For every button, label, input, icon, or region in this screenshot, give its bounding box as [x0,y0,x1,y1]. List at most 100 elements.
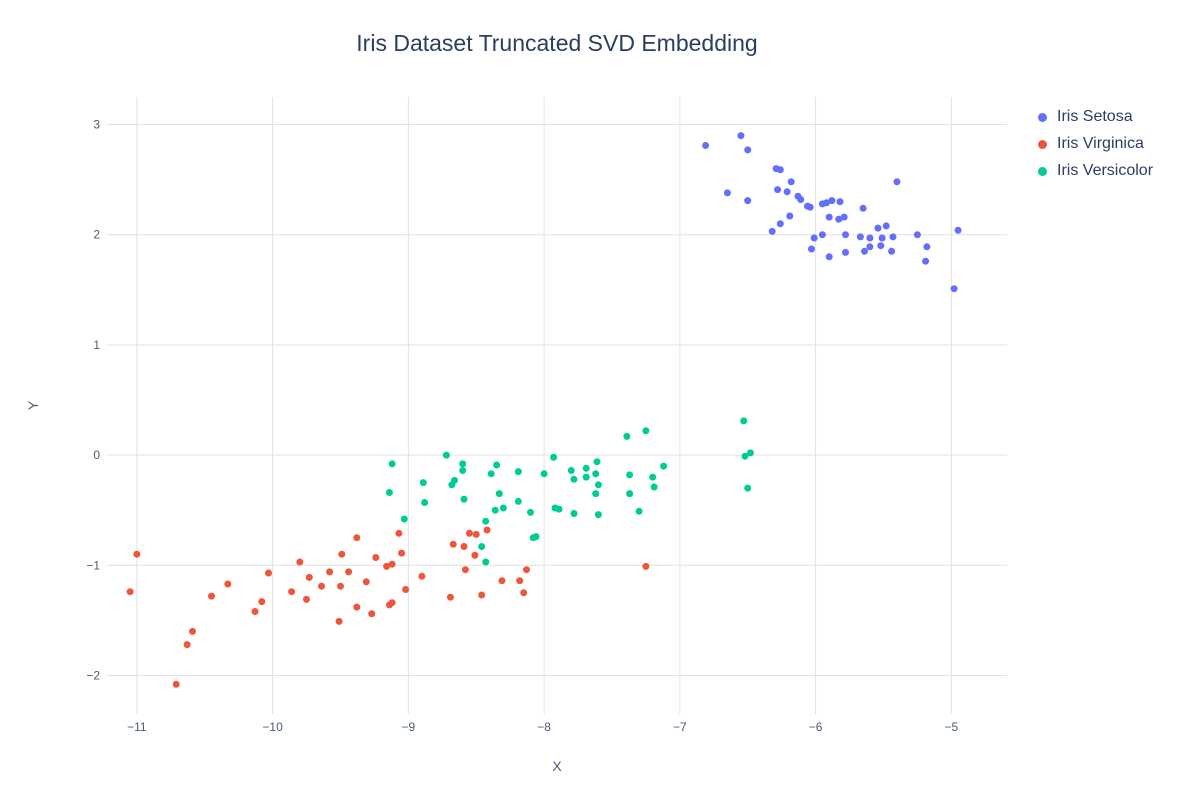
data-point[interactable] [418,572,426,580]
data-point[interactable] [451,476,458,484]
data-point[interactable] [353,534,361,542]
data-point[interactable] [786,212,794,220]
data-point[interactable] [398,549,406,557]
data-point[interactable] [825,213,833,221]
data-point[interactable] [388,560,396,568]
data-point[interactable] [835,215,843,223]
data-point[interactable] [335,617,343,625]
data-point[interactable] [635,507,643,515]
data-point[interactable] [487,470,495,478]
data-point[interactable] [856,233,864,241]
data-point[interactable] [776,166,784,174]
data-point[interactable] [499,504,507,512]
data-point[interactable] [520,589,528,597]
data-point[interactable] [338,550,346,558]
data-point[interactable] [514,497,522,505]
data-point[interactable] [471,551,479,559]
data-point[interactable] [594,481,602,489]
data-point[interactable] [183,641,191,649]
data-point[interactable] [642,427,650,435]
data-point[interactable] [555,505,563,513]
data-point[interactable] [567,467,575,474]
data-point[interactable] [472,530,480,538]
data-point[interactable] [516,577,524,585]
data-point[interactable] [491,506,499,514]
data-point[interactable] [421,499,429,506]
data-point[interactable] [523,566,530,574]
data-point[interactable] [133,550,141,558]
data-point[interactable] [861,247,868,255]
data-point[interactable] [740,417,748,425]
data-point[interactable] [251,608,259,615]
data-point[interactable] [859,204,867,212]
data-point[interactable] [318,582,325,590]
data-point[interactable] [419,479,427,487]
data-point[interactable] [840,213,848,221]
data-point[interactable] [461,566,469,574]
data-point[interactable] [776,220,784,228]
data-point[interactable] [889,233,897,241]
data-point[interactable] [877,242,885,250]
data-point[interactable] [950,285,958,293]
data-point[interactable] [570,475,578,483]
data-point[interactable] [866,234,874,242]
data-point[interactable] [774,186,782,194]
data-point[interactable] [626,471,634,479]
data-point[interactable] [825,253,833,261]
data-point[interactable] [478,543,486,550]
data-point[interactable] [746,449,754,457]
data-point[interactable] [353,603,361,611]
data-point[interactable] [642,562,650,570]
data-point[interactable] [483,526,491,534]
data-point[interactable] [493,461,501,469]
plot-area[interactable] [107,97,1007,714]
data-point[interactable] [514,468,522,476]
data-point[interactable] [529,534,537,542]
data-point[interactable] [818,231,826,239]
data-point[interactable] [842,231,849,239]
data-point[interactable] [189,627,196,635]
data-point[interactable] [400,515,408,523]
data-point[interactable] [345,568,353,576]
data-point[interactable] [623,432,631,440]
data-point[interactable] [806,203,814,211]
data-point[interactable] [288,588,296,596]
data-point[interactable] [388,460,396,468]
data-point[interactable] [593,458,601,466]
data-point[interactable] [923,243,931,251]
data-point[interactable] [592,470,600,478]
data-point[interactable] [446,593,454,601]
data-point[interactable] [383,562,391,570]
data-point[interactable] [913,231,921,239]
data-point[interactable] [337,582,344,590]
data-point[interactable] [866,243,874,251]
data-point[interactable] [459,460,467,468]
data-point[interactable] [582,464,590,472]
data-point[interactable] [828,197,836,205]
data-point[interactable] [744,197,752,205]
data-point[interactable] [741,452,749,460]
data-point[interactable] [495,490,503,498]
data-point[interactable] [482,558,490,566]
legend-item-iris-versicolor[interactable]: Iris Versicolor [1032,160,1153,182]
data-point[interactable] [592,490,600,498]
data-point[interactable] [172,680,180,688]
data-point[interactable] [224,580,232,588]
data-point[interactable] [442,451,450,459]
data-point[interactable] [650,483,658,491]
data-point[interactable] [570,510,578,517]
data-point[interactable] [810,234,818,242]
data-point[interactable] [808,245,815,253]
data-point[interactable] [326,568,334,576]
data-point[interactable] [888,247,896,255]
data-point[interactable] [388,599,396,607]
data-point[interactable] [874,224,882,232]
data-point[interactable] [527,508,534,516]
data-point[interactable] [744,484,752,492]
data-point[interactable] [626,490,634,498]
data-point[interactable] [787,178,795,186]
data-point[interactable] [460,495,468,503]
legend-item-iris-virginica[interactable]: Iris Virginica [1032,133,1153,155]
data-point[interactable] [395,529,403,537]
data-point[interactable] [744,146,752,154]
